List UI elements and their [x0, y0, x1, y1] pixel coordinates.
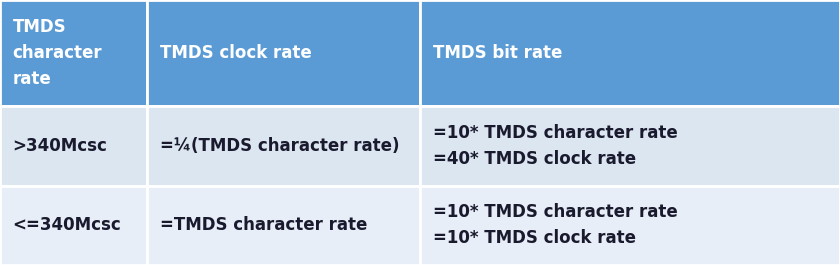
Text: =10* TMDS character rate
=40* TMDS clock rate: =10* TMDS character rate =40* TMDS clock…	[433, 123, 677, 168]
Bar	[0, 186, 147, 265]
Text: TMDS
character
rate: TMDS character rate	[13, 17, 102, 89]
Text: TMDS clock rate: TMDS clock rate	[160, 44, 312, 62]
Bar	[420, 186, 840, 265]
Text: >340Mcsc: >340Mcsc	[13, 137, 108, 155]
Text: <=340Mcsc: <=340Mcsc	[13, 216, 121, 234]
Bar	[147, 186, 420, 265]
Bar	[0, 106, 147, 186]
Bar	[420, 106, 840, 186]
Bar	[420, 0, 840, 106]
Text: =TMDS character rate: =TMDS character rate	[160, 216, 367, 234]
Text: =¼(TMDS character rate): =¼(TMDS character rate)	[160, 137, 399, 155]
Bar	[147, 0, 420, 106]
Bar	[0, 0, 147, 106]
Bar	[147, 106, 420, 186]
Text: TMDS bit rate: TMDS bit rate	[433, 44, 562, 62]
Text: =10* TMDS character rate
=10* TMDS clock rate: =10* TMDS character rate =10* TMDS clock…	[433, 203, 677, 248]
